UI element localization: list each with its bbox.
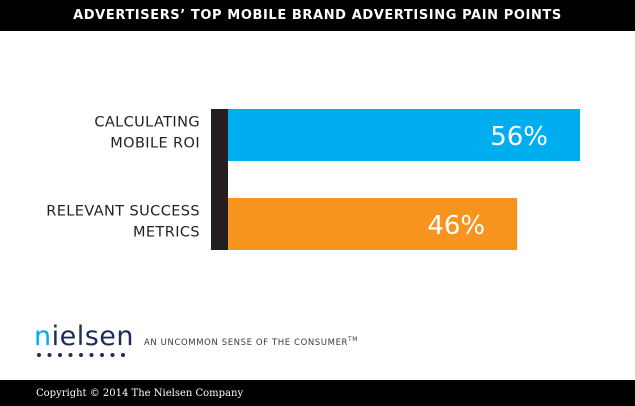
trademark-mark: TM — [348, 336, 359, 343]
category-axis — [211, 109, 228, 250]
logo-dot — [121, 353, 125, 357]
logo-rest: ielsen — [51, 321, 135, 352]
logo-dot — [110, 353, 115, 357]
logo-dot — [58, 353, 62, 357]
chart-title-bar: ADVERTISERS’ TOP MOBILE BRAND ADVERTISIN… — [0, 0, 635, 31]
copyright-bar: Copyright © 2014 The Nielsen Company — [0, 380, 635, 406]
bar-0 — [228, 109, 580, 161]
copyright-text: Copyright © 2014 The Nielsen Company — [36, 387, 244, 399]
category-label-1-line-0: RELEVANT SUCCESS — [46, 204, 200, 220]
bar-1 — [228, 198, 518, 250]
category-label-1-line-1: METRICS — [133, 225, 200, 241]
category-label-0-line-1: MOBILE ROI — [110, 136, 200, 152]
chart-title: ADVERTISERS’ TOP MOBILE BRAND ADVERTISIN… — [73, 8, 562, 23]
category-label-0-line-0: CALCULATING — [94, 115, 200, 131]
data-label-1: 46% — [427, 211, 485, 241]
logo-dot — [47, 353, 52, 357]
tagline-text: AN UNCOMMON SENSE OF THE CONSUMER — [144, 337, 349, 348]
logo-dot — [100, 353, 104, 357]
logo-dot — [68, 353, 73, 357]
nielsen-wordmark: nielsen — [34, 322, 134, 352]
logo-dot — [79, 353, 83, 357]
tagline: AN UNCOMMON SENSE OF THE CONSUMERTM — [144, 336, 358, 348]
data-label-0: 56% — [490, 122, 548, 152]
logo-dot — [37, 353, 41, 357]
logo-n: n — [34, 321, 52, 352]
logo-dot — [89, 353, 94, 357]
logo-dots-icon — [37, 353, 125, 357]
bar-chart: 56% CALCULATING MOBILE ROI 46% RELEVANT SUCC… — [46, 109, 580, 250]
